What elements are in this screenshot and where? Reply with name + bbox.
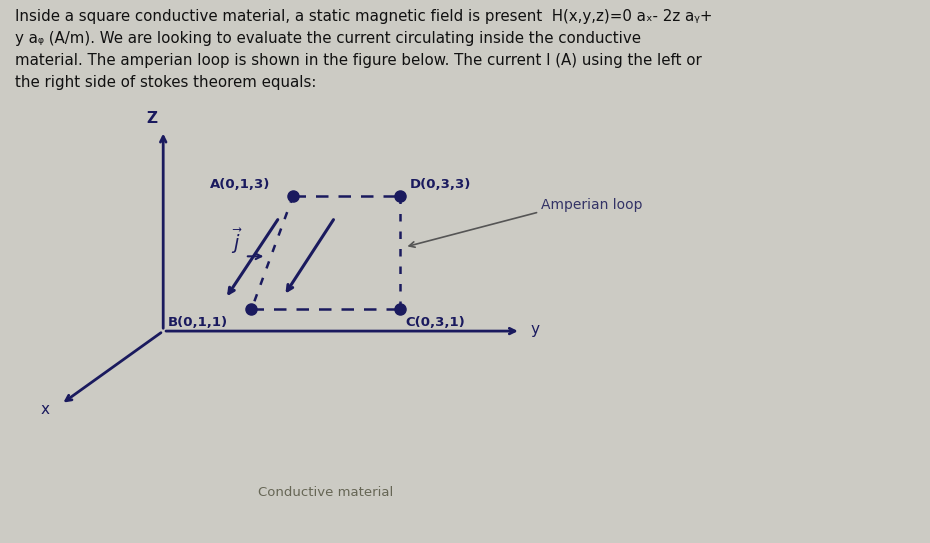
Text: C(0,3,1): C(0,3,1) <box>405 315 465 329</box>
Text: B(0,1,1): B(0,1,1) <box>167 315 228 329</box>
Text: x: x <box>41 402 49 417</box>
Text: D(0,3,3): D(0,3,3) <box>409 178 471 191</box>
Text: Z: Z <box>147 111 157 125</box>
Text: $\vec{j}$: $\vec{j}$ <box>231 226 244 256</box>
Text: A(0,1,3): A(0,1,3) <box>209 178 270 191</box>
Text: y: y <box>530 322 539 337</box>
Text: Amperian loop: Amperian loop <box>541 198 643 212</box>
Text: Conductive material: Conductive material <box>259 487 393 499</box>
Text: Inside a square conductive material, a static magnetic field is present  H(x,y,z: Inside a square conductive material, a s… <box>15 9 712 91</box>
